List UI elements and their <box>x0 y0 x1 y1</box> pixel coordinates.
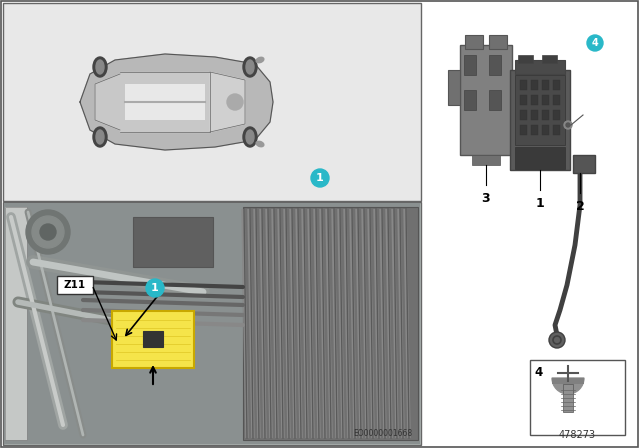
FancyBboxPatch shape <box>448 70 460 105</box>
Text: 2: 2 <box>575 200 584 213</box>
Circle shape <box>146 279 164 297</box>
Text: 3: 3 <box>482 192 490 205</box>
Text: 1: 1 <box>536 197 545 210</box>
Circle shape <box>587 35 603 51</box>
FancyBboxPatch shape <box>125 84 205 120</box>
Ellipse shape <box>93 57 107 77</box>
FancyBboxPatch shape <box>465 35 483 49</box>
FancyBboxPatch shape <box>515 147 565 169</box>
Circle shape <box>227 94 243 110</box>
FancyBboxPatch shape <box>143 331 163 347</box>
Polygon shape <box>80 54 273 150</box>
Circle shape <box>549 332 565 348</box>
FancyBboxPatch shape <box>515 75 565 145</box>
Circle shape <box>26 210 70 254</box>
FancyBboxPatch shape <box>542 110 549 120</box>
Text: 1: 1 <box>151 283 159 293</box>
Ellipse shape <box>256 57 264 63</box>
FancyBboxPatch shape <box>542 125 549 135</box>
FancyBboxPatch shape <box>531 125 538 135</box>
FancyBboxPatch shape <box>531 95 538 105</box>
FancyBboxPatch shape <box>542 55 557 63</box>
FancyBboxPatch shape <box>520 80 527 90</box>
Circle shape <box>566 123 570 127</box>
Text: 1: 1 <box>316 173 324 183</box>
FancyBboxPatch shape <box>553 80 560 90</box>
FancyBboxPatch shape <box>520 110 527 120</box>
Ellipse shape <box>96 130 104 144</box>
FancyBboxPatch shape <box>243 207 418 440</box>
Ellipse shape <box>243 127 257 147</box>
FancyBboxPatch shape <box>489 55 501 75</box>
FancyBboxPatch shape <box>530 360 625 435</box>
FancyBboxPatch shape <box>57 276 93 294</box>
Text: Z11: Z11 <box>64 280 86 290</box>
Polygon shape <box>120 72 210 132</box>
FancyBboxPatch shape <box>553 110 560 120</box>
FancyBboxPatch shape <box>542 95 549 105</box>
FancyBboxPatch shape <box>553 95 560 105</box>
FancyBboxPatch shape <box>563 384 573 412</box>
Circle shape <box>311 169 329 187</box>
Ellipse shape <box>96 60 104 74</box>
FancyBboxPatch shape <box>573 155 595 173</box>
Polygon shape <box>210 72 245 132</box>
FancyBboxPatch shape <box>3 202 421 445</box>
Ellipse shape <box>93 127 107 147</box>
Text: 4: 4 <box>534 366 542 379</box>
Ellipse shape <box>246 60 254 74</box>
FancyBboxPatch shape <box>464 55 476 75</box>
FancyBboxPatch shape <box>4 203 420 444</box>
Circle shape <box>40 224 56 240</box>
FancyBboxPatch shape <box>515 60 565 74</box>
FancyBboxPatch shape <box>460 45 512 155</box>
FancyBboxPatch shape <box>518 55 533 63</box>
Text: EO0000001668: EO0000001668 <box>353 429 412 438</box>
FancyBboxPatch shape <box>552 378 584 384</box>
FancyBboxPatch shape <box>472 155 500 165</box>
FancyBboxPatch shape <box>5 207 27 440</box>
FancyBboxPatch shape <box>112 311 194 368</box>
FancyBboxPatch shape <box>464 90 476 110</box>
Ellipse shape <box>246 130 254 144</box>
Polygon shape <box>95 74 120 130</box>
FancyBboxPatch shape <box>531 110 538 120</box>
FancyBboxPatch shape <box>542 80 549 90</box>
FancyBboxPatch shape <box>133 217 213 267</box>
Circle shape <box>564 121 572 129</box>
Circle shape <box>32 216 64 248</box>
FancyBboxPatch shape <box>489 90 501 110</box>
FancyBboxPatch shape <box>553 125 560 135</box>
FancyBboxPatch shape <box>520 125 527 135</box>
Text: 4: 4 <box>591 38 598 48</box>
FancyBboxPatch shape <box>520 95 527 105</box>
Ellipse shape <box>243 57 257 77</box>
Text: 478273: 478273 <box>559 430 596 440</box>
Ellipse shape <box>256 141 264 146</box>
FancyBboxPatch shape <box>531 80 538 90</box>
Wedge shape <box>552 378 584 394</box>
FancyBboxPatch shape <box>510 70 570 170</box>
FancyBboxPatch shape <box>489 35 507 49</box>
FancyBboxPatch shape <box>3 3 421 201</box>
